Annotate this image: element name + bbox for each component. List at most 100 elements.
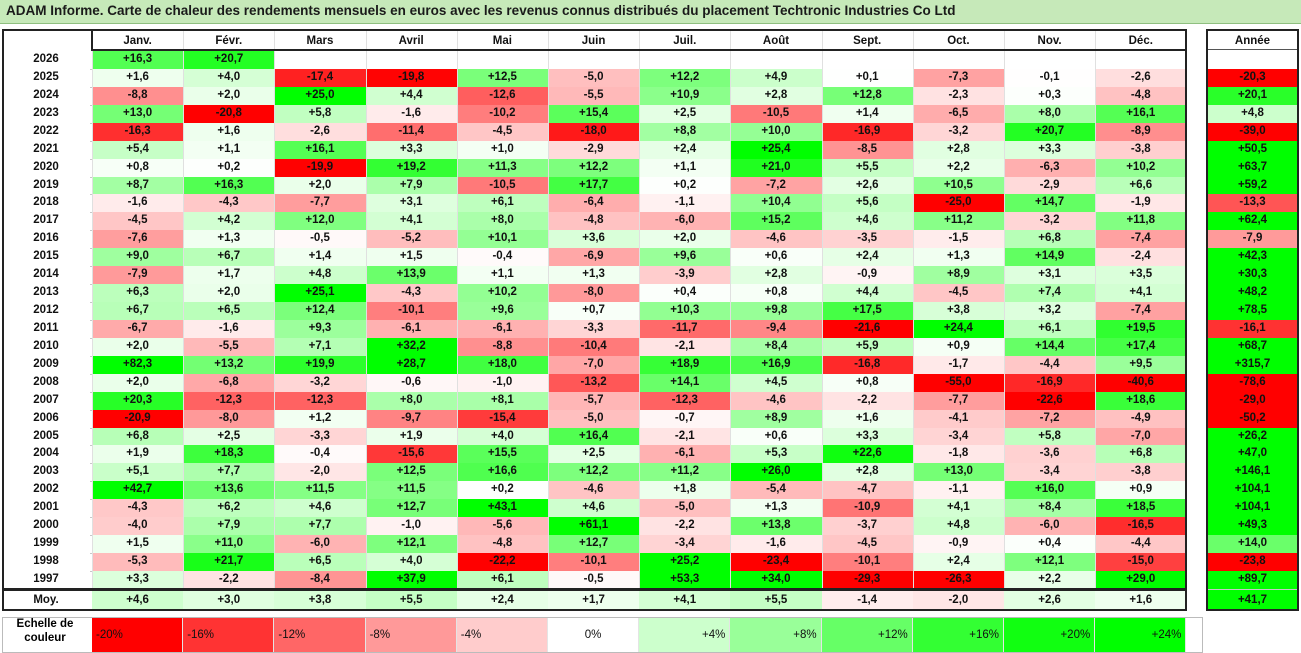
heatmap-cell: +6,7 (92, 302, 184, 320)
annual-cell: +30,3 (1207, 266, 1298, 285)
heatmap-cell (274, 51, 366, 69)
average-cell: -1,4 (821, 590, 913, 610)
heatmap-cell: -6,1 (456, 319, 548, 338)
heatmap-cell: +7,9 (183, 517, 275, 536)
heatmap-cell: +1,1 (456, 266, 548, 285)
heatmap-cell: -5,0 (548, 409, 640, 428)
heatmap-cell: +6,8 (92, 427, 184, 446)
heatmap-cell: +19,9 (274, 355, 366, 374)
heatmap-cell: +18,3 (183, 445, 275, 464)
heatmap-cell: -21,6 (821, 319, 913, 338)
annual-cell: +315,7 (1207, 355, 1298, 374)
heatmap-cell: -11,7 (639, 319, 731, 338)
heatmap-cell: -25,0 (912, 194, 1004, 213)
heatmap-cell: +18,9 (639, 355, 731, 374)
heatmap-cell: -1,7 (912, 355, 1004, 374)
heatmap-cell: -7,4 (1095, 302, 1187, 320)
heatmap-cell: +25,4 (730, 140, 822, 159)
heatmap-cell: +9,5 (1095, 355, 1187, 374)
heatmap-cell: -3,2 (274, 373, 366, 392)
year-label: 2019 (2, 176, 90, 195)
color-scale-step: +8% (730, 618, 822, 652)
heatmap-cell: -4,5 (912, 284, 1004, 302)
heatmap-cell: -3,8 (1095, 140, 1187, 159)
heatmap-cell: -3,6 (1004, 445, 1096, 464)
heatmap-cell (730, 51, 822, 69)
heatmap-cell: +5,9 (821, 337, 913, 356)
heatmap-cell: -3,4 (1004, 463, 1096, 482)
column-gridline (1004, 30, 1005, 610)
heatmap-cell: +20,7 (1004, 122, 1096, 141)
heatmap-cell: +1,3 (912, 248, 1004, 267)
heatmap-cell: +32,2 (365, 337, 457, 356)
heatmap-cell: +25,2 (639, 553, 731, 571)
year-label: 2004 (2, 445, 90, 464)
heatmap-cell: +3,1 (365, 194, 457, 213)
heatmap-cell: -11,4 (365, 122, 457, 141)
heatmap-cell: +12,2 (548, 158, 640, 177)
heatmap-cell: -0,4 (274, 445, 366, 464)
heatmap-cell: +0,8 (92, 158, 184, 177)
heatmap-cell: +15,2 (730, 212, 822, 231)
heatmap-cell: +13,0 (912, 463, 1004, 482)
annual-cell: -7,9 (1207, 230, 1298, 249)
heatmap-cell: +14,9 (1004, 248, 1096, 267)
heatmap-cell: +4,8 (274, 266, 366, 285)
heatmap-cell: +0,3 (1004, 86, 1096, 105)
heatmap-cell: -7,7 (274, 194, 366, 213)
heatmap-cell: +25,1 (274, 284, 366, 302)
heatmap-cell: +10,9 (639, 86, 731, 105)
heatmap-cell: -6,7 (92, 319, 184, 338)
annual-cell: -16,1 (1207, 319, 1298, 338)
heatmap-cell: -8,5 (821, 140, 913, 159)
color-scale-step: -4% (456, 618, 548, 652)
column-header: Avril (365, 30, 457, 50)
heatmap-cell: -23,4 (730, 553, 822, 571)
heatmap-cell: -7,0 (548, 355, 640, 374)
title-bar: ADAM Informe. Carte de chaleur des rende… (0, 0, 1301, 24)
heatmap-cell: +2,5 (183, 427, 275, 446)
heatmap-cell: +1,0 (456, 140, 548, 159)
column-gridline (365, 30, 367, 610)
year-label: 2014 (2, 266, 90, 285)
year-label: 2002 (2, 481, 90, 500)
heatmap-cell: +3,3 (92, 570, 184, 589)
heatmap-cell: +16,1 (274, 140, 366, 159)
heatmap-cell: -4,7 (821, 481, 913, 500)
heatmap-cell: +1,6 (92, 68, 184, 87)
heatmap-cell: -6,1 (639, 445, 731, 464)
year-label: 2018 (2, 194, 90, 213)
heatmap-cell: -1,0 (365, 517, 457, 536)
heatmap-cell: +1,4 (821, 104, 913, 123)
column-gridline (92, 30, 93, 610)
heatmap-cell: -17,4 (274, 68, 366, 87)
column-header: Déc. (1095, 30, 1187, 50)
color-scale-step: 0% (548, 618, 640, 652)
annual-cell: +50,5 (1207, 140, 1298, 159)
heatmap-cell: -0,5 (548, 570, 640, 589)
heatmap-cell: +2,4 (821, 248, 913, 267)
heatmap-cell: +5,1 (92, 463, 184, 482)
heatmap-cell: -5,0 (548, 68, 640, 87)
year-label: 2023 (2, 104, 90, 123)
year-label: 2000 (2, 517, 90, 536)
heatmap-cell: -5,0 (639, 499, 731, 518)
heatmap-cell: -26,3 (912, 570, 1004, 589)
heatmap-cell: -16,8 (821, 355, 913, 374)
row-gridline (1207, 588, 1298, 590)
heatmap-cell: -1,8 (912, 445, 1004, 464)
average-label: Moy. (2, 590, 90, 610)
heatmap-cell: +0,9 (1095, 481, 1187, 500)
heatmap-cell: -2,1 (639, 337, 731, 356)
heatmap-cell: +1,9 (92, 445, 184, 464)
heatmap-cell: +1,3 (183, 230, 275, 249)
heatmap-cell: +4,8 (912, 517, 1004, 536)
heatmap-cell: -6,1 (365, 319, 457, 338)
annual-cell: +49,3 (1207, 517, 1298, 536)
heatmap-cell: +10,2 (456, 284, 548, 302)
average-cell: +5,5 (730, 590, 822, 610)
heatmap-cell: +5,4 (92, 140, 184, 159)
heatmap-cell: -6,0 (1004, 517, 1096, 536)
heatmap-cell: +24,4 (912, 319, 1004, 338)
heatmap-cell: -15,6 (365, 445, 457, 464)
